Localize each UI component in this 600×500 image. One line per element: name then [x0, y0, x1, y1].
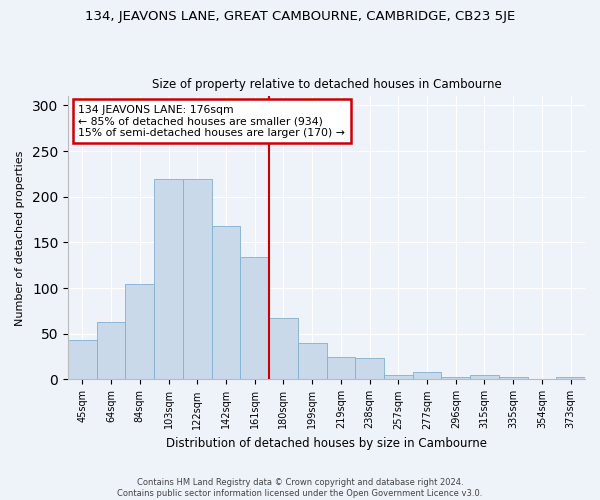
- Bar: [125, 284, 154, 380]
- Bar: [68, 340, 97, 380]
- Bar: [298, 343, 326, 380]
- Text: 134, JEAVONS LANE, GREAT CAMBOURNE, CAMBRIDGE, CB23 5JE: 134, JEAVONS LANE, GREAT CAMBOURNE, CAMB…: [85, 10, 515, 23]
- Bar: [355, 358, 384, 380]
- Bar: [499, 376, 527, 380]
- X-axis label: Distribution of detached houses by size in Cambourne: Distribution of detached houses by size …: [166, 437, 487, 450]
- Text: 134 JEAVONS LANE: 176sqm
← 85% of detached houses are smaller (934)
15% of semi-: 134 JEAVONS LANE: 176sqm ← 85% of detach…: [79, 105, 345, 138]
- Bar: [442, 376, 470, 380]
- Y-axis label: Number of detached properties: Number of detached properties: [15, 150, 25, 326]
- Bar: [241, 257, 269, 380]
- Text: Contains HM Land Registry data © Crown copyright and database right 2024.
Contai: Contains HM Land Registry data © Crown c…: [118, 478, 482, 498]
- Bar: [384, 375, 413, 380]
- Bar: [269, 318, 298, 380]
- Bar: [326, 356, 355, 380]
- Bar: [556, 376, 585, 380]
- Bar: [470, 375, 499, 380]
- Bar: [97, 322, 125, 380]
- Bar: [183, 178, 212, 380]
- Bar: [154, 178, 183, 380]
- Bar: [212, 226, 241, 380]
- Title: Size of property relative to detached houses in Cambourne: Size of property relative to detached ho…: [152, 78, 502, 91]
- Bar: [413, 372, 442, 380]
